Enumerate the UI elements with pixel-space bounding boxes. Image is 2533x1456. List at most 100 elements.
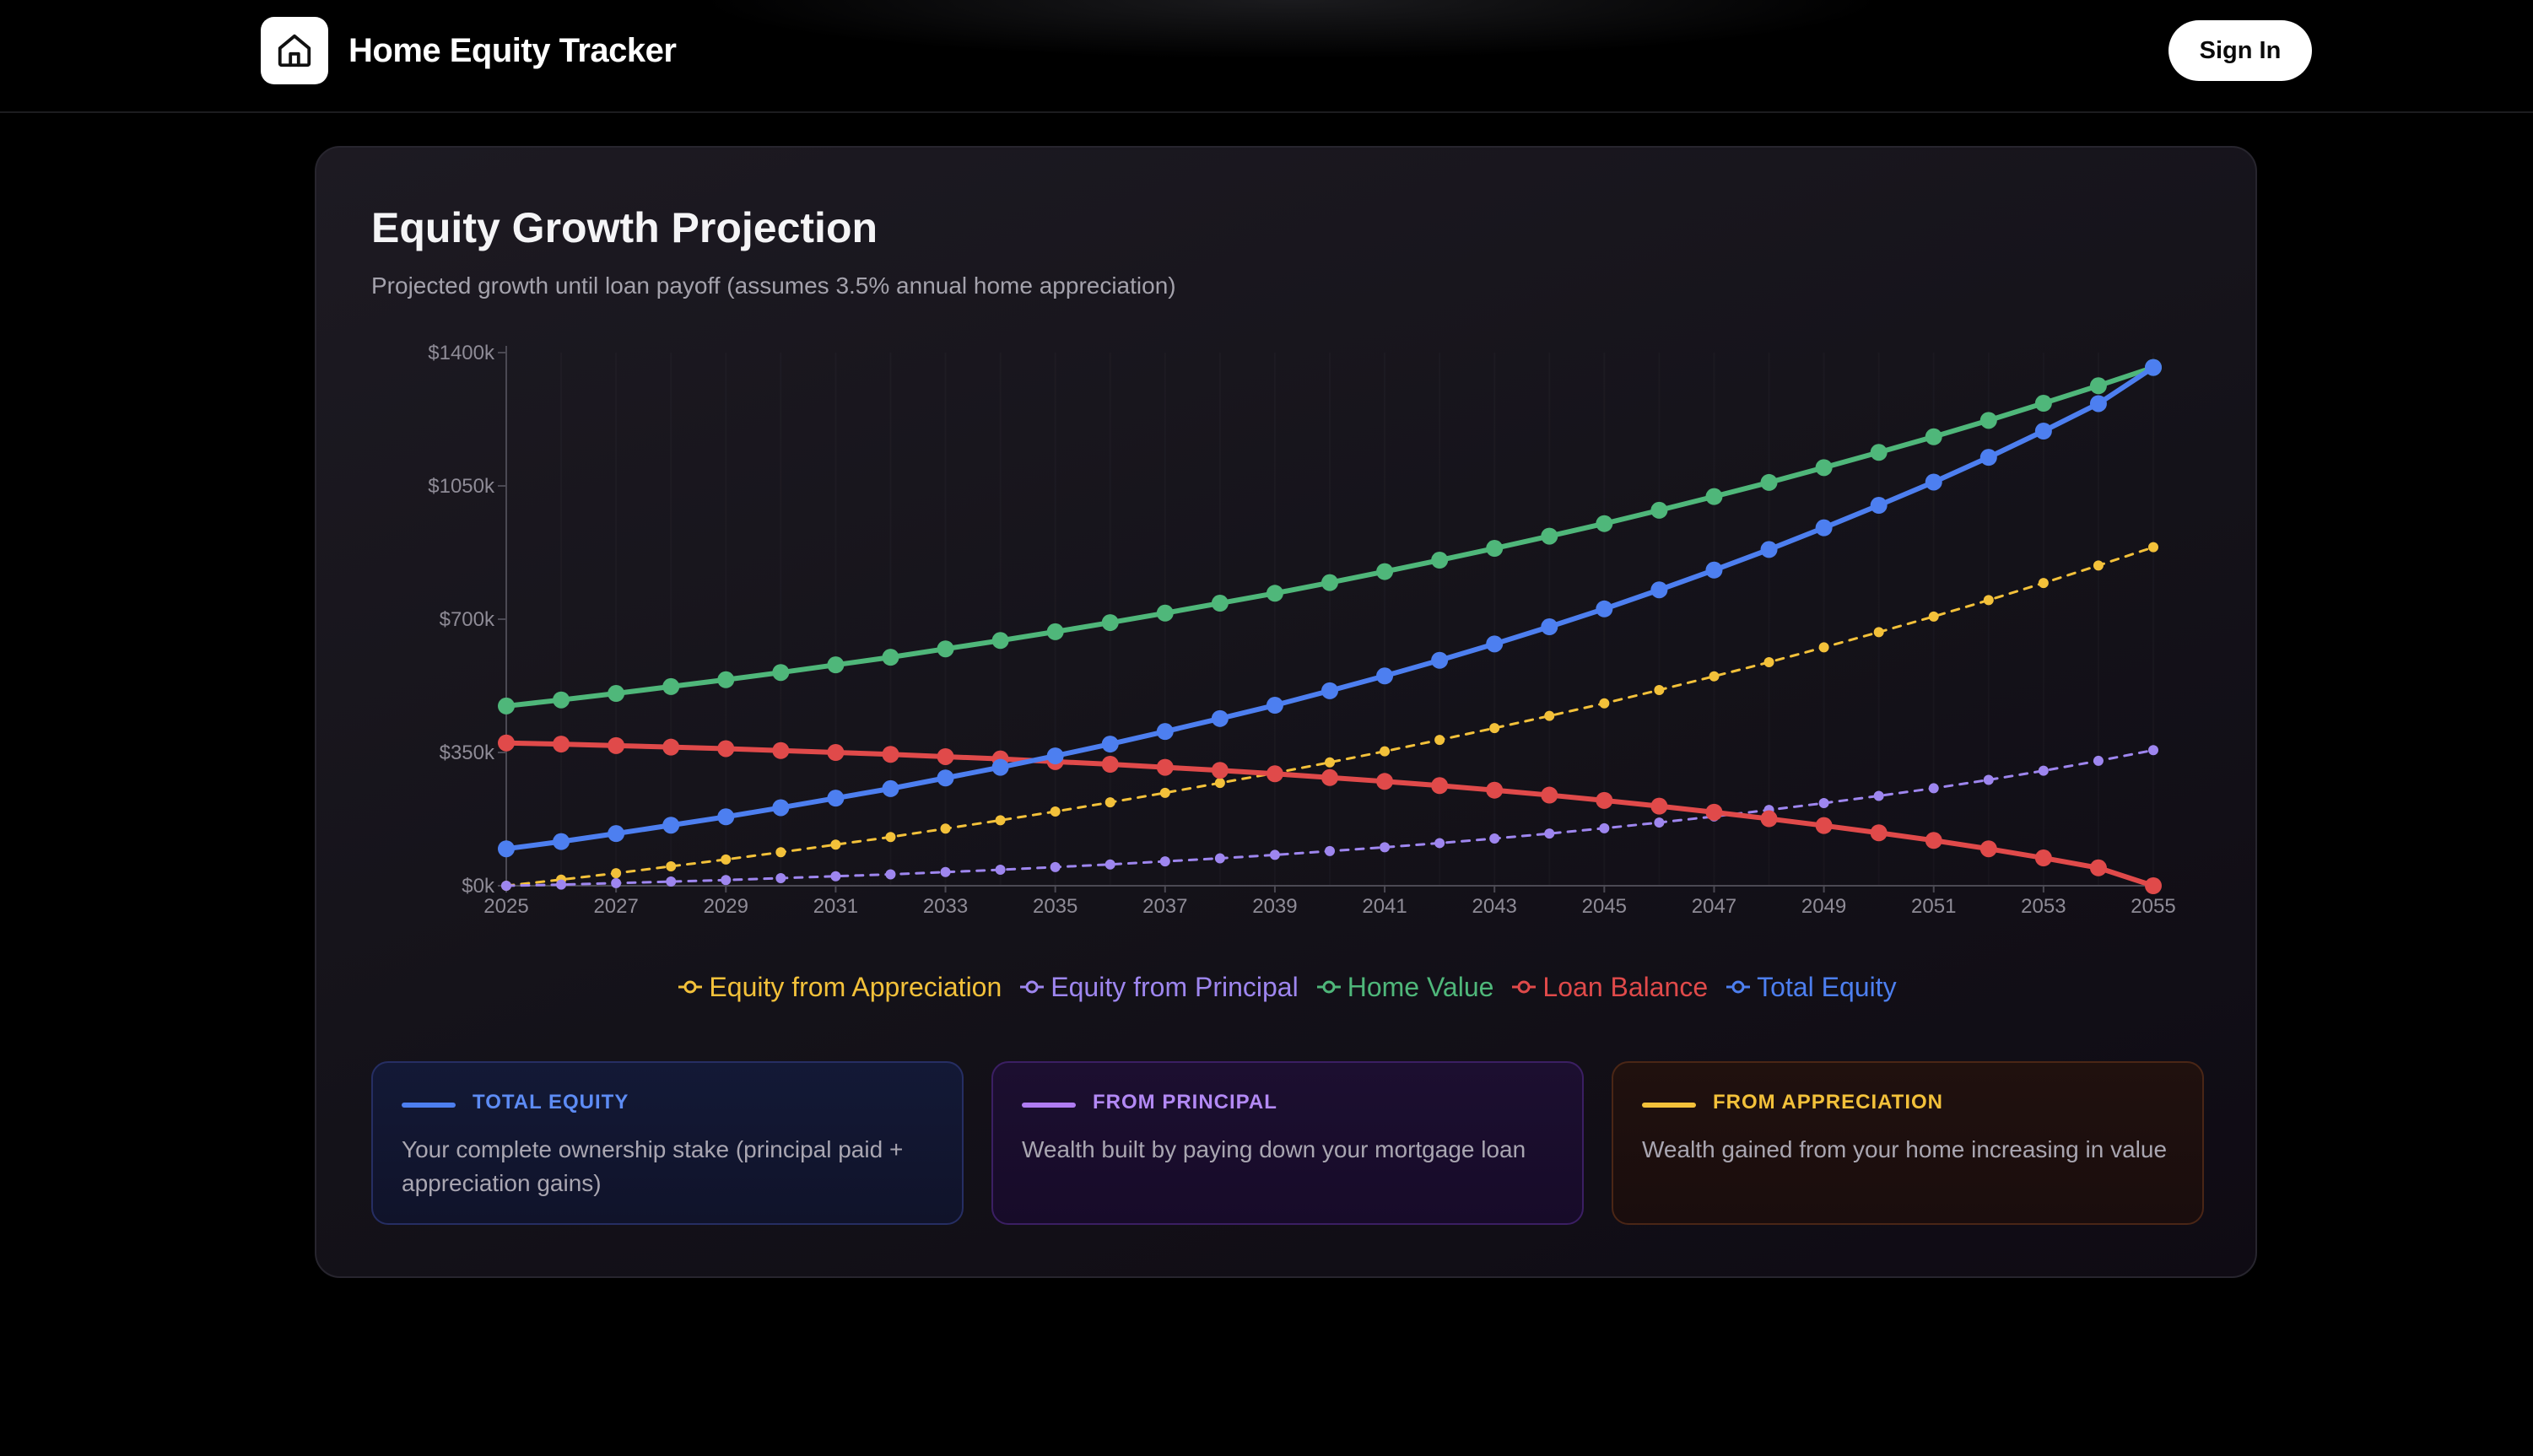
data-point-equity-from-appreciation (940, 823, 951, 834)
data-point-total-equity (1486, 635, 1504, 653)
x-tick-label: 2027 (593, 895, 638, 918)
data-point-home-value (662, 677, 680, 695)
x-tick-label: 2035 (1033, 895, 1077, 918)
legend-item-loan-balance[interactable]: Loan Balance (1512, 972, 1708, 1003)
data-point-loan-balance (1156, 758, 1174, 776)
data-point-equity-from-appreciation (775, 847, 786, 858)
data-point-total-equity (2145, 359, 2162, 376)
data-point-equity-from-principal (1380, 842, 1391, 853)
data-point-home-value (1211, 595, 1229, 612)
home-icon[interactable] (261, 17, 328, 84)
info-box-description: Wealth built by paying down your mortgag… (1022, 1136, 1526, 1162)
data-point-equity-from-appreciation (1434, 735, 1445, 746)
x-tick-label: 2025 (483, 895, 528, 918)
card-title: Equity Growth Projection (371, 204, 878, 251)
legend-label: Loan Balance (1542, 971, 1709, 1002)
data-point-total-equity (991, 758, 1009, 776)
sign-in-button[interactable]: Sign In (2168, 20, 2312, 81)
data-point-total-equity (827, 790, 845, 807)
data-point-loan-balance (1760, 810, 1778, 828)
app-title[interactable]: Home Equity Tracker (348, 32, 677, 69)
data-point-home-value (991, 632, 1009, 650)
data-point-equity-from-principal (556, 879, 567, 890)
info-box-description: Your complete ownership stake (principal… (402, 1136, 904, 1196)
data-point-home-value (1979, 412, 1997, 429)
data-point-equity-from-appreciation (1928, 611, 1939, 622)
legend-item-equity-from-appreciation[interactable]: Equity from Appreciation (678, 972, 1002, 1003)
from-principal-color-bar (1022, 1103, 1076, 1108)
data-point-home-value (1705, 488, 1723, 505)
data-point-total-equity (937, 769, 954, 787)
data-point-loan-balance (1705, 803, 1723, 821)
legend-item-equity-from-principal[interactable]: Equity from Principal (1020, 972, 1299, 1003)
data-point-home-value (827, 656, 845, 674)
data-point-equity-from-appreciation (1325, 757, 1335, 768)
data-point-loan-balance (1101, 755, 1119, 773)
legend-marker-icon (1726, 980, 1751, 994)
total-equity-color-bar (402, 1103, 456, 1108)
data-point-loan-balance (1211, 762, 1229, 779)
data-point-home-value (608, 685, 625, 703)
info-box-label: FROM PRINCIPAL (1093, 1091, 1277, 1114)
data-point-loan-balance (1925, 832, 1942, 849)
info-box-description: Wealth gained from your home increasing … (1642, 1136, 2168, 1162)
data-point-equity-from-appreciation (2093, 560, 2104, 571)
data-point-equity-from-principal (1544, 828, 1555, 839)
data-point-loan-balance (2145, 877, 2162, 894)
legend-item-total-equity[interactable]: Total Equity (1726, 971, 1897, 1003)
data-point-total-equity (553, 833, 570, 850)
data-point-total-equity (662, 817, 680, 834)
data-point-home-value (2034, 395, 2052, 413)
data-point-equity-from-appreciation (1818, 642, 1829, 653)
data-point-equity-from-principal (1104, 859, 1115, 870)
legend-item-home-value[interactable]: Home Value (1316, 971, 1494, 1003)
data-point-equity-from-principal (995, 865, 1006, 876)
legend-label: Home Value (1347, 971, 1494, 1002)
x-tick-label: 2043 (1472, 895, 1517, 918)
data-point-equity-from-principal (721, 875, 732, 886)
data-point-equity-from-appreciation (1983, 595, 1994, 606)
data-point-total-equity (1705, 561, 1723, 579)
data-point-equity-from-principal (1434, 838, 1445, 849)
data-point-loan-balance (1486, 781, 1504, 799)
data-point-loan-balance (827, 744, 845, 761)
data-point-equity-from-appreciation (1050, 806, 1061, 817)
data-point-equity-from-appreciation (2148, 542, 2158, 553)
data-point-equity-from-appreciation (1380, 746, 1391, 757)
from-appreciation-color-bar (1642, 1103, 1696, 1108)
data-point-equity-from-principal (1928, 783, 1939, 794)
info-box-from-appreciation: FROM APPRECIATION Wealth gained from you… (1612, 1061, 2204, 1225)
data-point-equity-from-appreciation (1654, 684, 1665, 695)
data-point-home-value (772, 664, 790, 682)
data-point-equity-from-principal (1873, 790, 1884, 801)
x-tick-label: 2033 (923, 895, 968, 918)
info-box-label: FROM APPRECIATION (1713, 1091, 1943, 1114)
data-point-equity-from-principal (2148, 745, 2158, 756)
data-point-loan-balance (608, 736, 625, 754)
data-point-equity-from-principal (611, 877, 622, 888)
data-point-equity-from-principal (1269, 849, 1280, 860)
data-point-equity-from-principal (1818, 798, 1829, 809)
y-tick-label: $0k (462, 875, 495, 898)
data-point-loan-balance (498, 734, 515, 752)
data-point-equity-from-appreciation (1709, 671, 1720, 682)
data-point-total-equity (1979, 449, 1997, 466)
equity-projection-card: Equity Growth Projection Projected growt… (315, 146, 2257, 1278)
data-point-home-value (1815, 459, 1833, 477)
data-point-home-value (1486, 540, 1504, 558)
data-point-equity-from-principal (885, 869, 896, 880)
x-tick-label: 2037 (1142, 895, 1187, 918)
data-point-loan-balance (2089, 859, 2107, 876)
data-point-loan-balance (1596, 791, 1613, 809)
data-point-total-equity (1870, 497, 1888, 515)
data-point-loan-balance (1266, 765, 1283, 783)
legend-marker-icon (1512, 980, 1537, 994)
data-point-home-value (1760, 473, 1778, 491)
data-point-equity-from-appreciation (830, 839, 841, 850)
legend-marker-icon (1316, 980, 1341, 994)
data-point-loan-balance (553, 736, 570, 753)
data-point-equity-from-principal (501, 881, 511, 891)
legend-label: Total Equity (1757, 971, 1897, 1002)
y-tick-label: $700k (440, 608, 495, 631)
data-point-equity-from-appreciation (2038, 578, 2049, 589)
